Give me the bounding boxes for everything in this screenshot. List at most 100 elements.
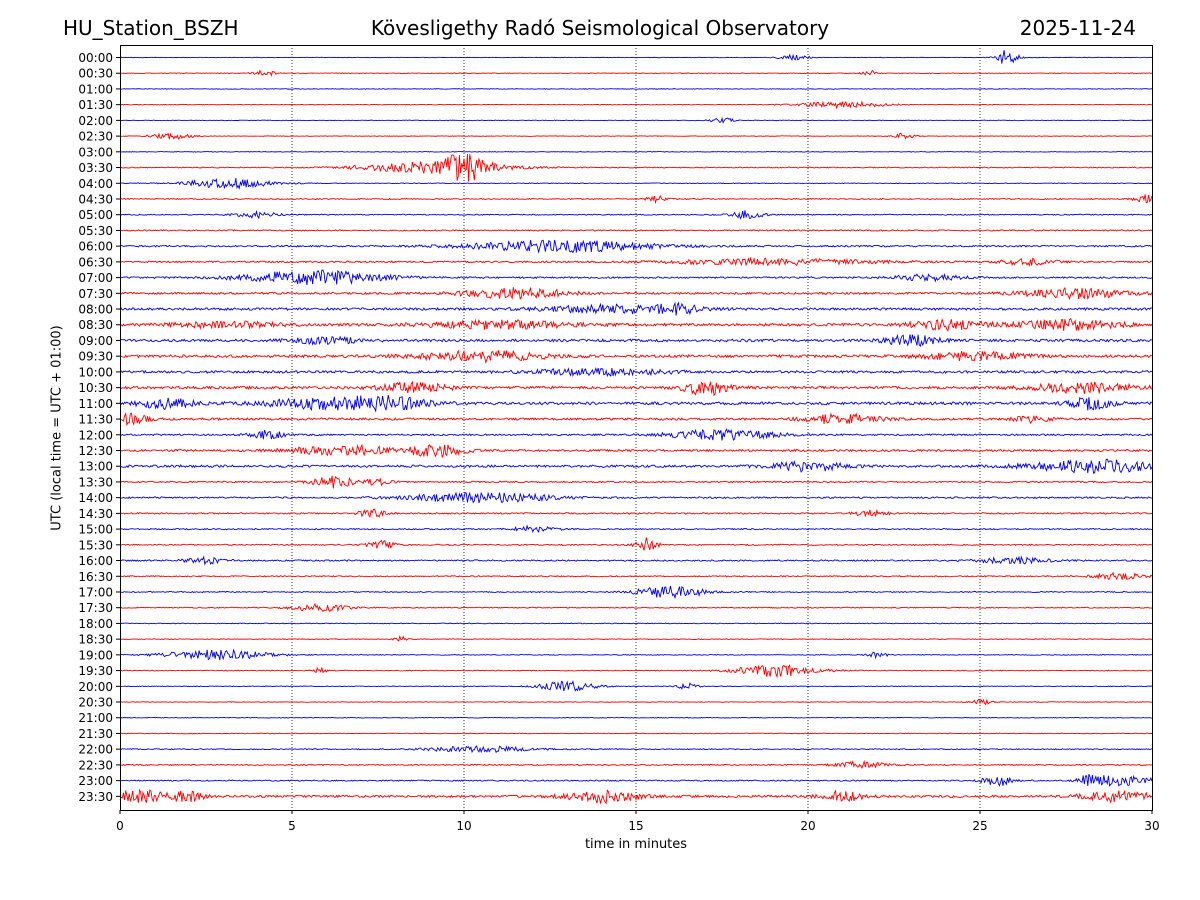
y-tick-label: 15:30 [78,538,113,552]
y-tick-label: 22:00 [78,743,113,757]
y-tick-label: 20:30 [78,696,113,710]
trace-0830 [119,318,1153,332]
y-tick-label: 17:30 [78,601,113,615]
y-tick-label: 09:00 [78,334,113,348]
y-tick-label: 12:00 [78,428,113,442]
y-tick-label: 21:30 [78,727,113,741]
y-tick-label: 23:30 [78,790,113,804]
trace-0630 [119,256,1153,268]
x-tick-label: 20 [800,819,815,833]
trace-1630 [119,571,1153,581]
trace-2000 [119,680,1153,692]
trace-0530 [119,229,1153,232]
station-name: HU_Station_BSZH [63,16,239,40]
y-tick-label: 03:30 [78,161,113,175]
trace-0130 [119,100,1152,110]
trace-2200 [119,745,1153,754]
y-tick-label: 19:00 [78,648,113,662]
y-tick-label: 17:00 [78,585,113,599]
y-tick-label: 12:30 [78,444,113,458]
y-tick-label: 13:30 [78,475,113,489]
trace-2330 [119,788,1153,805]
y-tick-label: 07:00 [78,271,113,285]
trace-1900 [119,648,1153,661]
trace-0330 [119,154,1153,182]
trace-2230 [119,759,1153,770]
x-tick-label: 25 [972,819,987,833]
y-tick-label: 21:00 [78,711,113,725]
y-tick-label: 15:00 [78,523,113,537]
y-tick-label: 03:00 [78,145,113,159]
trace-2100 [119,716,1153,719]
trace-1230 [119,443,1153,459]
y-tick-label: 00:30 [78,67,113,81]
y-tick-label: 11:00 [78,397,113,411]
trace-2300 [119,774,1153,787]
trace-0300 [119,151,1153,153]
y-tick-label: 19:30 [78,664,113,678]
trace-0030 [119,69,1153,77]
y-tick-label: 10:00 [78,365,113,379]
trace-2030 [119,698,1153,706]
y-tick-label: 00:00 [78,51,113,65]
y-tick-label: 05:30 [78,224,113,238]
trace-1400 [119,491,1153,504]
trace-0000 [120,50,1153,64]
y-tick-label: 23:00 [78,774,113,788]
trace-0200 [119,116,1153,124]
chart-title: Kövesligethy Radó Seismological Observat… [370,16,830,40]
x-axis-ticks: 0 5 10 15 20 25 30 [116,810,1160,833]
chart-date: 2025-11-24 [1019,16,1136,40]
x-tick-label: 10 [456,819,471,833]
trace-0600 [119,239,1153,254]
x-tick-label: 15 [628,819,643,833]
x-tick-label: 30 [1144,819,1159,833]
trace-1130 [119,411,1153,427]
y-tick-label: 04:30 [78,192,113,206]
y-tick-label: 14:30 [78,507,113,521]
trace-0430 [119,194,1153,205]
y-tick-label: 16:00 [78,554,113,568]
y-tick-label: 01:00 [78,82,113,96]
y-tick-label: 13:00 [78,460,113,474]
trace-1830 [119,634,1153,642]
plot-frame [120,45,1153,811]
y-tick-label: 08:00 [78,303,113,317]
y-tick-label: 01:30 [78,98,113,112]
x-tick-label: 5 [288,819,296,833]
y-tick-label: 10:30 [78,381,113,395]
seismic-traces [119,50,1153,805]
y-tick-label: 11:30 [78,413,113,427]
y-tick-label: 14:00 [78,491,113,505]
y-tick-label: 05:00 [78,208,113,222]
trace-1500 [119,524,1153,534]
trace-0730 [120,286,1153,301]
y-tick-label: 07:30 [78,287,113,301]
trace-0230 [119,132,1153,140]
grid-lines [291,45,981,810]
trace-1330 [119,475,1153,489]
trace-1730 [119,602,1153,613]
y-tick-label: 22:30 [78,758,113,772]
trace-1530 [119,537,1153,551]
y-tick-label: 06:00 [78,240,113,254]
y-tick-label: 04:00 [78,177,113,191]
trace-1000 [119,366,1153,378]
trace-2130 [119,732,1153,735]
trace-1430 [119,508,1153,519]
y-tick-label: 18:00 [78,617,113,631]
y-tick-label: 16:30 [78,570,113,584]
trace-1300 [119,458,1153,474]
trace-1200 [119,428,1153,441]
y-tick-label: 18:30 [78,633,113,647]
trace-1700 [119,585,1153,600]
y-tick-label: 02:00 [78,114,113,128]
trace-0800 [119,301,1153,316]
y-tick-label: 09:30 [78,350,113,364]
trace-1930 [119,664,1153,679]
x-axis-label: time in minutes [584,837,688,852]
trace-1030 [119,380,1153,397]
trace-1600 [119,555,1153,566]
